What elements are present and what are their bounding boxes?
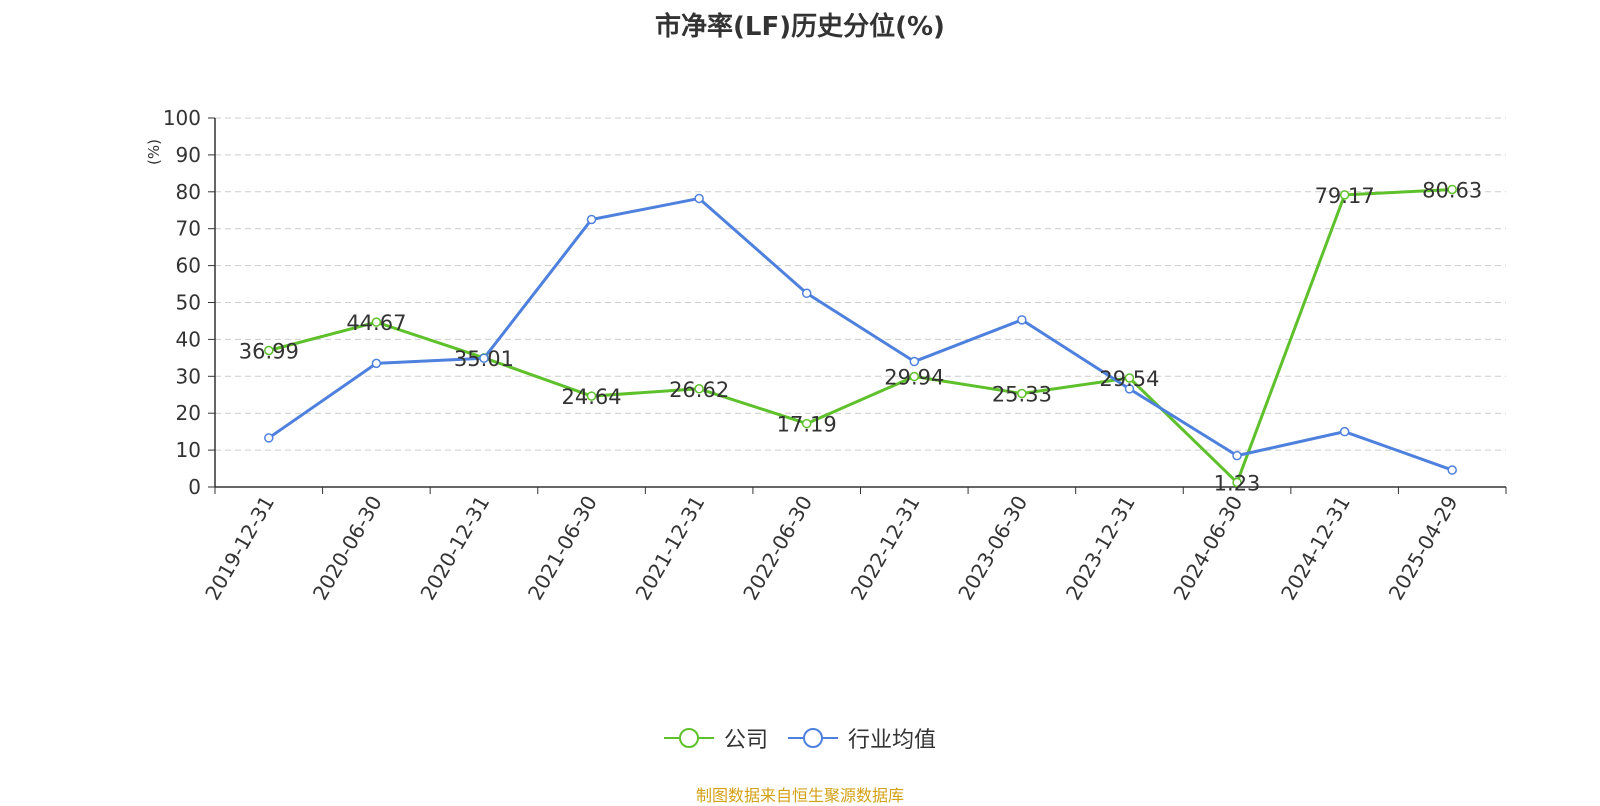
data-label: 44.67 [346, 311, 406, 335]
data-point-industry-average[interactable] [694, 193, 704, 204]
series-line-industry-average [267, 196, 1453, 472]
data-point-industry-average[interactable] [371, 358, 382, 369]
series-lines [264, 184, 1457, 488]
data-point-industry-average[interactable] [801, 288, 812, 299]
y-tick-label: 20 [176, 401, 201, 425]
y-tick-label: 0 [188, 475, 201, 499]
data-point-industry-average[interactable] [909, 356, 920, 367]
legend-label-industry-average: 行业均值 [848, 728, 937, 753]
y-axis-label: (%) [145, 139, 163, 165]
data-point-industry-average[interactable] [586, 214, 597, 225]
x-tick-label: 2021-12-31 [631, 492, 710, 605]
y-tick-label: 70 [176, 217, 201, 241]
axes: 0 10 20 30 40 50 60 70 80 90 100(%) 2019-12-31 2020-… [145, 106, 1507, 605]
x-tick-label: 2022-12-31 [846, 492, 925, 605]
data-source-note: 制图数据来自恒生聚源数据库 [695, 786, 904, 805]
x-tick-label: 2025-04-29 [1384, 492, 1463, 605]
y-tick-label: 40 [176, 327, 201, 351]
data-label: 29.94 [884, 366, 944, 390]
data-point-industry-average[interactable] [1232, 450, 1242, 461]
x-tick-label: 2024-12-31 [1276, 492, 1355, 605]
data-point-industry-average[interactable] [1124, 384, 1135, 394]
data-labels: 36.99 44.67 35.01 24.64 26.62 17.19 29.94 25.33… [239, 178, 1483, 495]
legend-line-circle-icon [788, 728, 838, 748]
x-tick-label: 2020-12-31 [415, 492, 494, 605]
x-tick-label: 2020-06-30 [308, 492, 387, 605]
data-point-industry-average[interactable] [264, 433, 274, 443]
legend: 公司 行业均值 [0, 722, 1600, 754]
data-label: 17.19 [777, 413, 837, 437]
grid-lines [215, 117, 1506, 451]
data-point-company[interactable] [1447, 184, 1457, 195]
data-label: 36.99 [239, 340, 299, 364]
y-tick-label: 90 [176, 143, 201, 167]
data-point-company[interactable] [1017, 388, 1027, 399]
y-tick-label: 10 [176, 438, 201, 462]
data-point-industry-average[interactable] [479, 353, 489, 363]
data-point-company[interactable] [371, 317, 382, 327]
x-tick-label: 2023-12-31 [1061, 492, 1140, 605]
data-label: 1.23 [1214, 471, 1261, 495]
y-tick-label: 100 [163, 106, 201, 130]
x-tick-label: 2021-06-30 [523, 492, 602, 605]
data-label: 24.64 [561, 385, 621, 409]
y-tick-label: 30 [176, 364, 201, 388]
x-tick-label: 2024-06-30 [1168, 492, 1247, 605]
legend-item-industry-average[interactable]: 行业均值 [788, 722, 936, 754]
data-point-company[interactable] [694, 384, 704, 394]
data-label: 79.17 [1315, 184, 1375, 208]
legend-item-company[interactable]: 公司 [663, 722, 768, 754]
data-point-company[interactable] [1124, 373, 1135, 383]
data-point-industry-average[interactable] [1447, 465, 1457, 475]
data-point-company[interactable] [909, 371, 920, 382]
data-point-company[interactable] [1339, 190, 1350, 200]
data-point-industry-average[interactable] [1339, 426, 1350, 437]
data-label: 26.62 [669, 378, 729, 402]
y-tick-label: 80 [176, 180, 201, 204]
legend-line-circle-icon [663, 728, 714, 748]
data-label: 25.33 [992, 383, 1052, 407]
data-point-company[interactable] [264, 345, 274, 356]
x-tick-label: 2023-06-30 [953, 492, 1032, 605]
series-line-company [268, 187, 1453, 484]
x-tick-label: 2019-12-31 [200, 492, 279, 605]
data-point-company[interactable] [1232, 477, 1242, 488]
y-tick-label: 60 [176, 254, 201, 278]
data-point-industry-average[interactable] [1017, 315, 1027, 325]
x-tick-label: 2022-06-30 [738, 492, 817, 605]
legend-label-company: 公司 [723, 728, 768, 753]
y-tick-label: 50 [176, 291, 201, 315]
data-point-company[interactable] [801, 418, 812, 429]
data-label: 80.63 [1422, 178, 1482, 202]
chart-title: 市净率(LF)历史分位(%) [655, 12, 945, 42]
data-label: 29.54 [1099, 367, 1159, 391]
data-label: 35.01 [454, 347, 514, 371]
data-point-company[interactable] [586, 391, 597, 401]
